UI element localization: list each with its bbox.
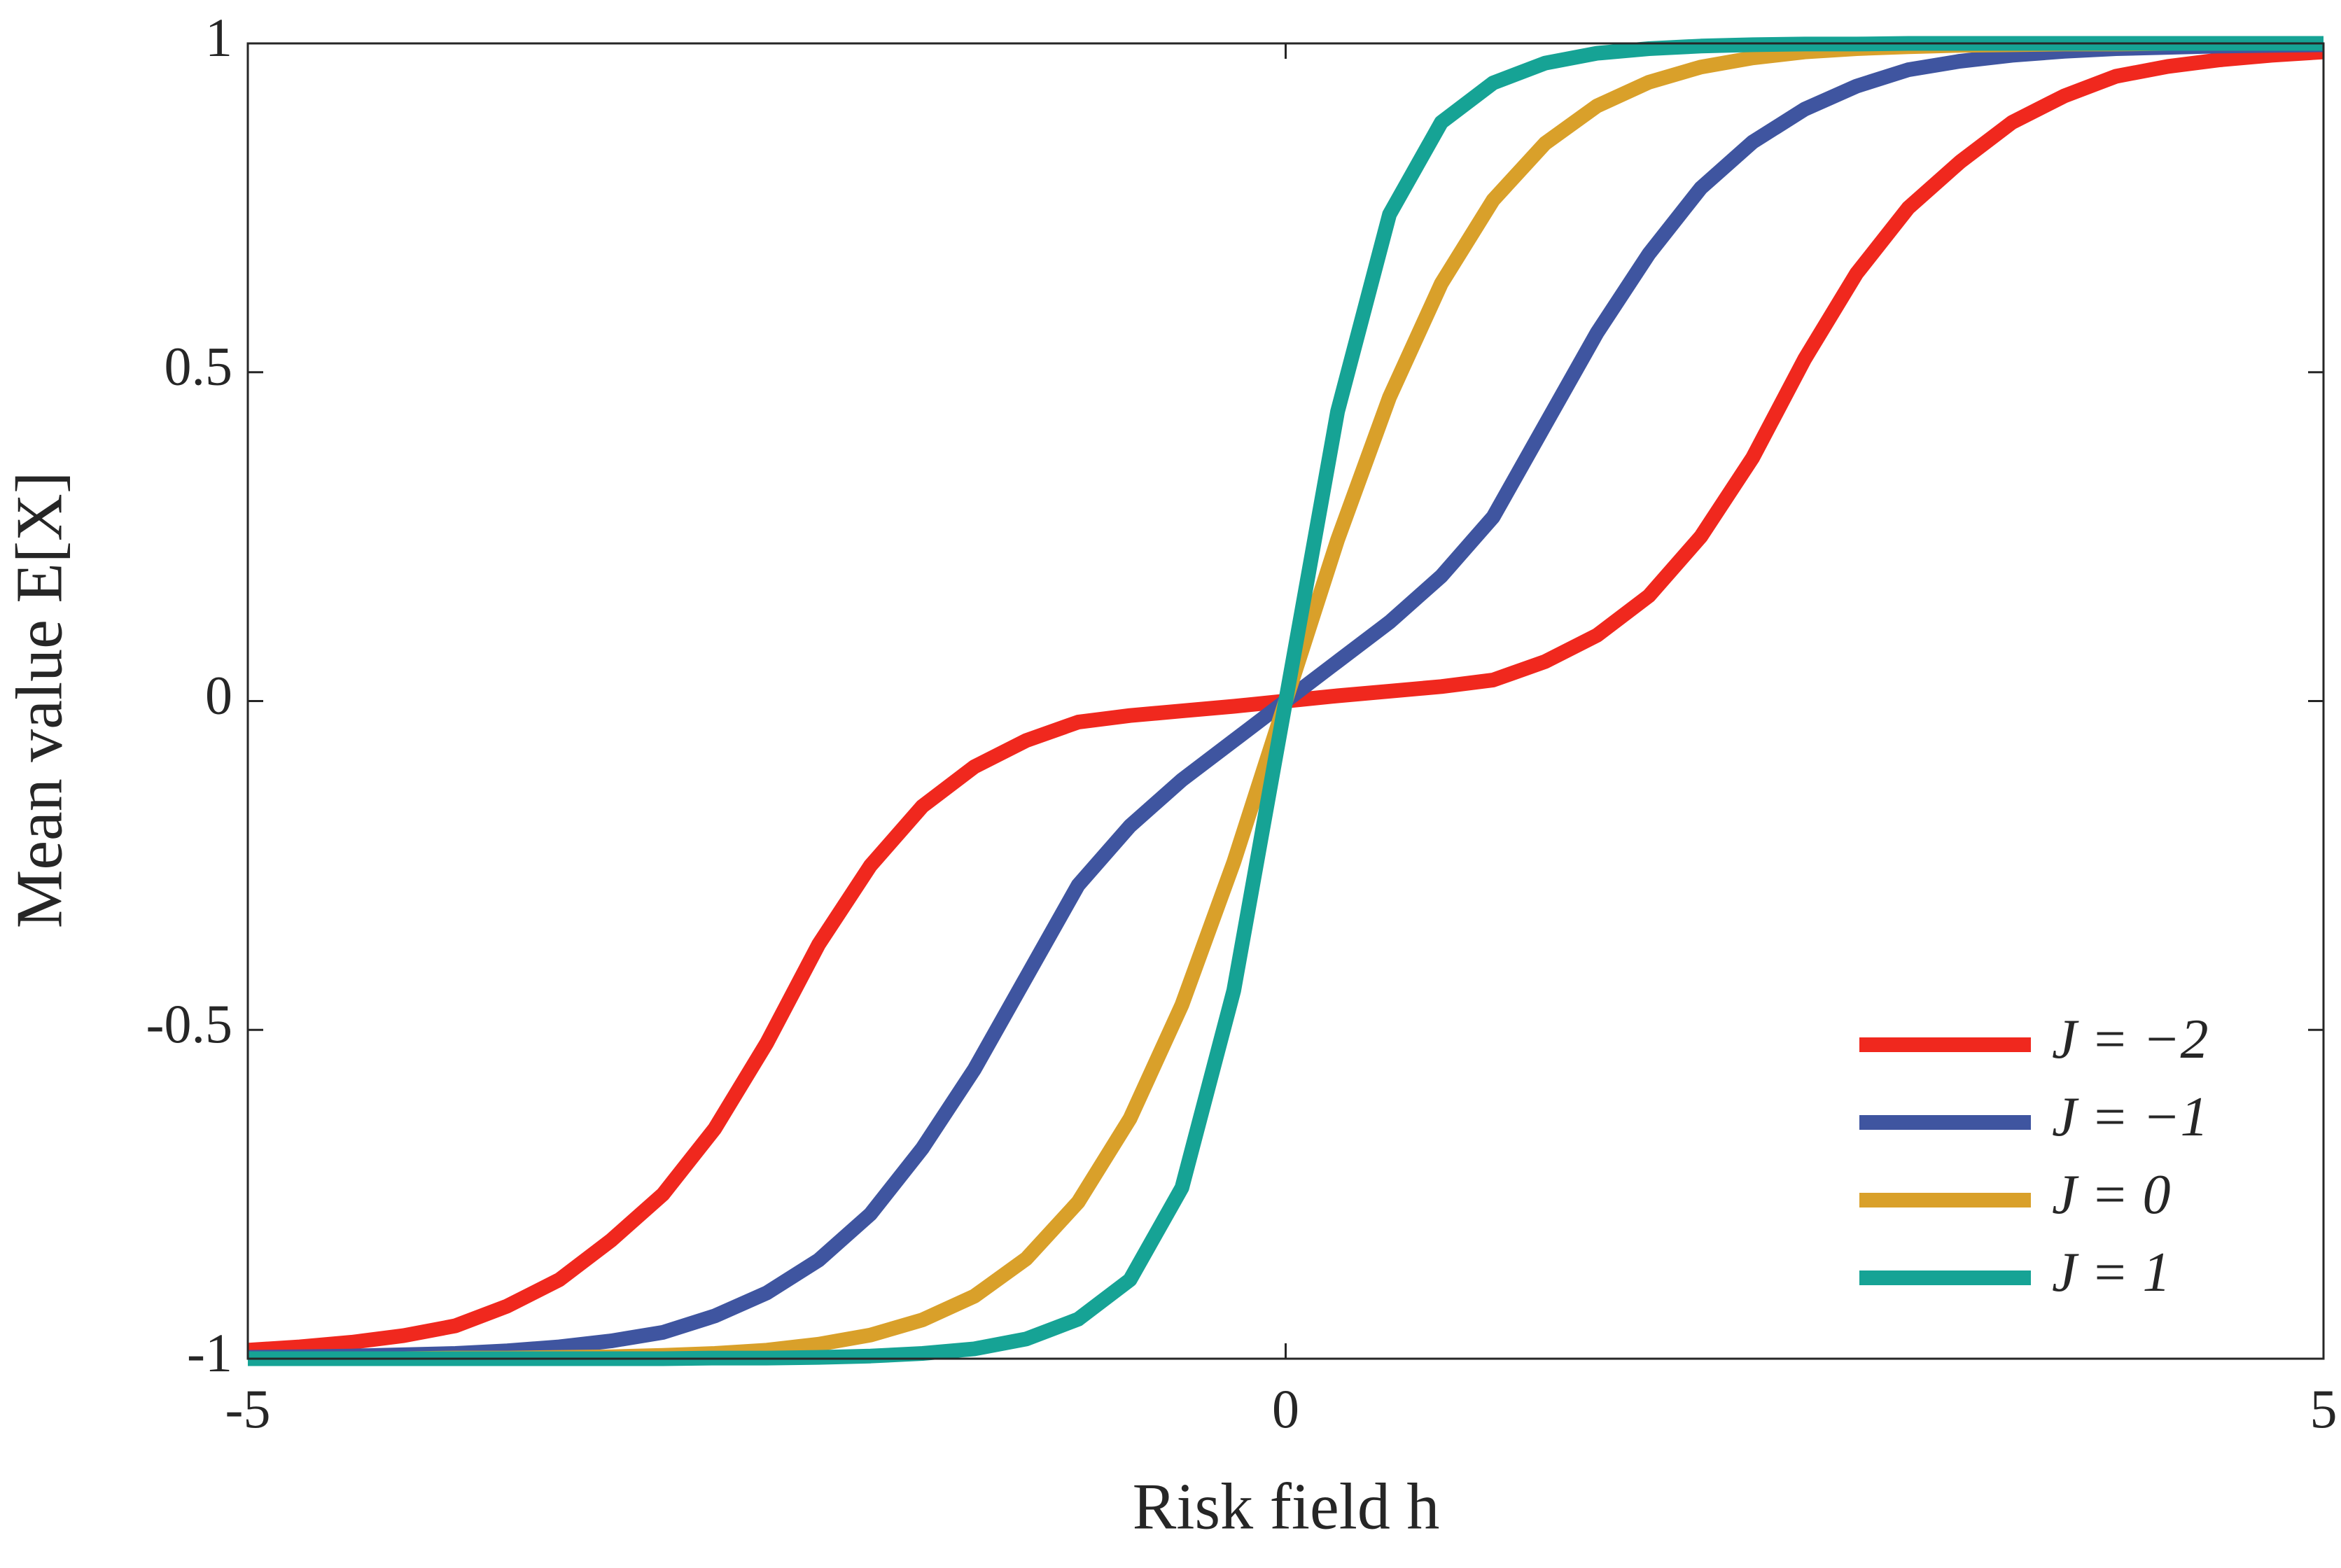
legend-label: J = 0 bbox=[2052, 1164, 2171, 1226]
legend-label: J = 1 bbox=[2052, 1242, 2171, 1303]
y-tick-label: 1 bbox=[205, 7, 232, 68]
y-axis-label: Mean value E[X] bbox=[4, 472, 76, 929]
legend-label: J = −2 bbox=[2052, 1009, 2208, 1070]
y-tick-label: 0 bbox=[205, 664, 232, 725]
y-tick-label: -1 bbox=[187, 1322, 232, 1383]
legend-label: J = −1 bbox=[2052, 1086, 2208, 1148]
x-tick-label: 5 bbox=[2310, 1378, 2337, 1439]
y-tick-label: -0.5 bbox=[146, 993, 232, 1054]
y-tick-label: 0.5 bbox=[165, 336, 233, 397]
x-axis-label: Risk field h bbox=[1133, 1471, 1440, 1544]
x-tick-label: -5 bbox=[225, 1378, 271, 1439]
x-tick-label: 0 bbox=[1272, 1378, 1299, 1439]
